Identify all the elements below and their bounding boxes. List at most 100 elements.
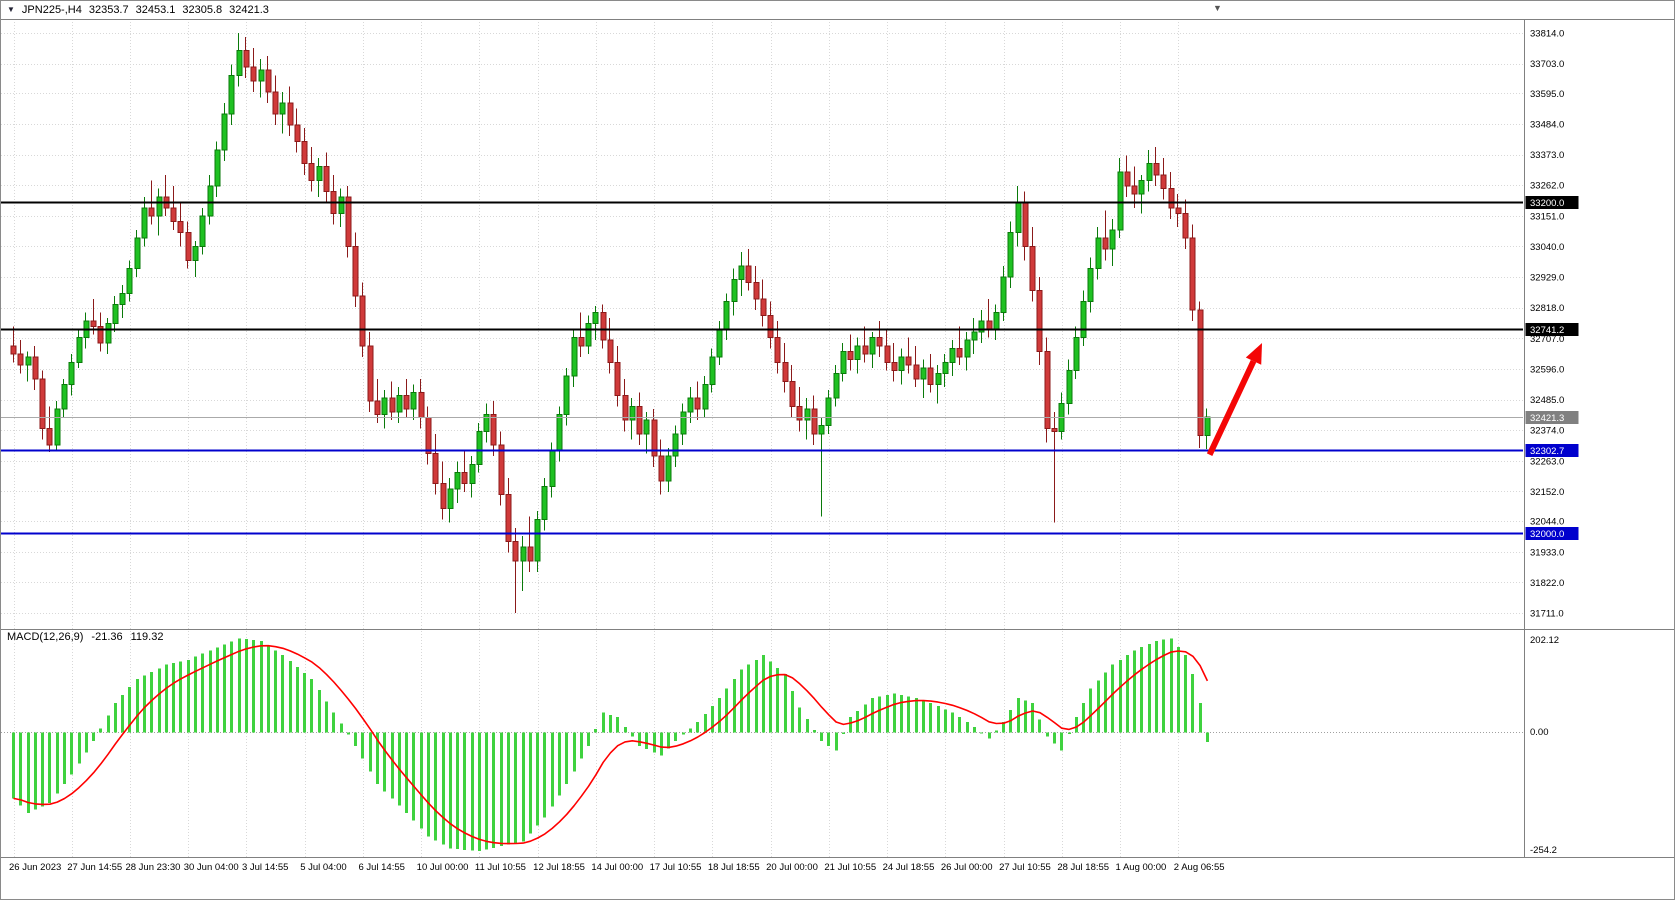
macd-bar [216,647,219,733]
candle-body [745,265,752,283]
macd-bar [587,732,590,746]
macd-bar [878,696,881,733]
candle-body [622,394,629,421]
macd-bar [201,653,204,733]
candle-body [396,394,403,413]
candle-body [316,165,323,181]
candle-body [192,245,199,261]
candle-body [505,494,512,543]
macd-bar [492,732,495,848]
candle-body [636,405,643,435]
macd-bar [718,698,721,733]
candle-body [490,414,497,446]
macd-bar [1111,664,1114,733]
macd-bar [856,710,859,733]
candle-body [447,488,454,509]
candle-body [338,196,345,214]
candle-body [1146,163,1153,181]
macd-bar [347,732,350,735]
macd-signal-line [13,644,1209,845]
macd-bar [500,732,503,847]
one-click-trading-icon[interactable]: ▼ [7,5,15,14]
time-tick-label: 26 Jul 00:00 [941,862,993,873]
price-tick-label: 33814.0 [1530,29,1564,40]
candle-body [1000,276,1007,314]
macd-bar [107,715,110,733]
macd-bar [260,640,263,733]
macd-bar [1199,702,1202,733]
macd-bar [456,732,459,850]
candle-body [294,124,301,143]
macd-bar [995,730,998,733]
macd-bar [704,714,707,733]
macd-bar [369,732,372,772]
macd-bar [711,706,714,733]
candle-body [716,328,723,358]
candle-body [541,485,548,521]
price-tick-label: 33151.0 [1530,211,1564,222]
candle-body [39,378,46,429]
candle-body [156,196,163,217]
macd-bar [63,732,66,785]
price-tick-label: 32707.0 [1530,334,1564,345]
indicator-label: MACD(12,26,9) -21.36 119.32 [7,631,163,643]
macd-bar [689,728,692,733]
time-tick-label: 5 Jul 04:00 [300,862,346,873]
macd-bar [798,707,801,733]
candle-body [964,339,971,358]
macd-bar [442,732,445,845]
macd-bar [551,732,554,807]
macd-bar [653,732,656,753]
candle-body [389,397,396,413]
candle-body [956,348,963,358]
price-tick-label: 32044.0 [1530,517,1564,528]
bar-high-value: 32453.1 [135,4,176,16]
candle-body [236,50,243,76]
macd-bar [733,679,736,733]
time-tick-label: 30 Jun 04:00 [184,862,239,873]
symbol-timeframe-label: JPN225-,H4 [21,4,82,16]
candle-body [527,546,534,562]
macd-bar [929,702,932,733]
bar-close-value: 32421.3 [229,4,269,16]
candle-body [1102,237,1109,250]
candle-body [272,91,279,115]
candle-body [352,245,359,297]
macd-bar [289,661,292,733]
candle-body [811,408,818,435]
candle-body [308,163,315,181]
time-tick-label: 10 Jul 00:00 [417,862,469,873]
price-tick-label: 33703.0 [1530,59,1564,70]
candle-body [498,444,505,496]
candle-body [884,345,891,363]
macd-bar [871,698,874,733]
candle-body [185,232,192,261]
macd-bar [238,638,241,733]
candle-body [112,303,119,325]
candle-body [301,141,308,165]
macd-bar [784,674,787,733]
candle-body [287,102,294,126]
macd-bar [893,693,896,733]
macd-bar [813,729,816,733]
candle-body [680,411,687,435]
macd-bar [99,728,102,733]
macd-bar [609,714,612,733]
candle-body [702,383,709,410]
candle-body [891,361,898,372]
time-tick-label: 17 Jul 10:55 [650,862,702,873]
candle-body [876,336,883,347]
candle-body [760,298,767,316]
chart-shift-marker-icon[interactable]: ▼ [1213,3,1222,13]
macd-histogram [12,638,1209,851]
price-tick-label: 33262.0 [1530,181,1564,192]
macd-bar [631,732,634,737]
candle-body [1036,290,1043,352]
price-badge [1525,527,1579,540]
price-tick-label: 31933.0 [1530,547,1564,558]
candle-body [942,361,949,374]
macd-bar [85,732,88,753]
trend-arrow-annotation[interactable] [1206,342,1263,456]
price-tick-label: 32818.0 [1530,303,1564,314]
